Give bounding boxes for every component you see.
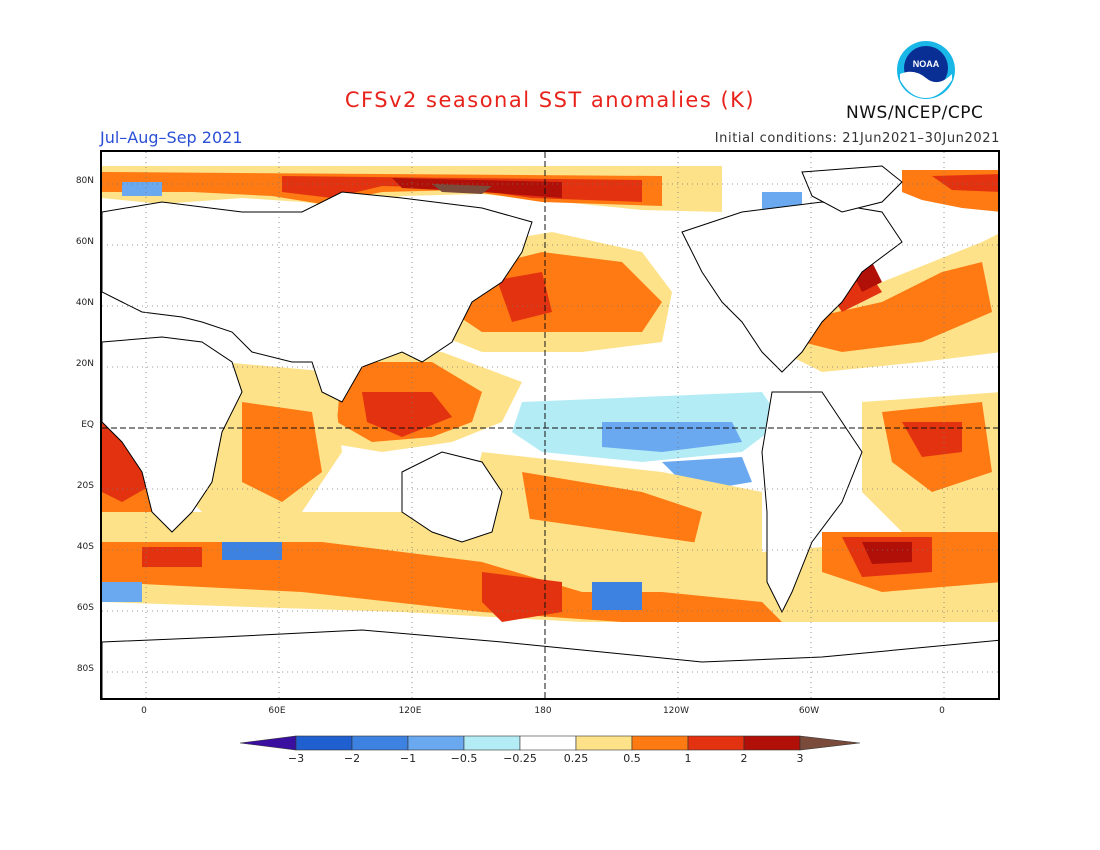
- colorbar: [240, 733, 860, 753]
- noaa-logo-icon: NOAA: [896, 40, 956, 100]
- colorbar-label-neg0-5: −0.5: [444, 752, 484, 765]
- colorbar-swatch-4: [464, 736, 520, 750]
- colorbar-swatch-2: [352, 736, 408, 750]
- lon-label-0-east: 0: [922, 706, 962, 716]
- lat-label-40n: 40N: [60, 298, 94, 308]
- map-canvas: [102, 152, 1000, 700]
- colorbar-label-3: 3: [780, 752, 820, 765]
- colorbar-swatch-6: [576, 736, 632, 750]
- colorbar-swatch-1: [296, 736, 352, 750]
- lat-label-80n: 80N: [60, 176, 94, 186]
- logo-text: NOAA: [913, 59, 940, 69]
- sst-anomaly-map: [100, 150, 1000, 700]
- colorbar-swatch-7: [632, 736, 688, 750]
- colorbar-label-neg3: −3: [276, 752, 316, 765]
- lat-label-eq: EQ: [60, 420, 94, 430]
- lon-label-180: 180: [523, 706, 563, 716]
- season-label: Jul–Aug–Sep 2021: [100, 128, 243, 147]
- colorbar-label-0-25: 0.25: [556, 752, 596, 765]
- colorbar-swatch-above-max: [800, 736, 860, 750]
- initial-conditions-label: Initial conditions: 21Jun2021–30Jun2021: [715, 131, 1000, 146]
- colorbar-label-2: 2: [724, 752, 764, 765]
- colorbar-swatch-5: [520, 736, 576, 750]
- lon-label-60w: 60W: [789, 706, 829, 716]
- colorbar-label-neg1: −1: [388, 752, 428, 765]
- agency-label: NWS/NCEP/CPC: [846, 103, 983, 123]
- colorbar-label-neg0-25: −0.25: [500, 752, 540, 765]
- colorbar-label-1: 1: [668, 752, 708, 765]
- colorbar-swatch-3: [408, 736, 464, 750]
- lat-label-60n: 60N: [60, 237, 94, 247]
- lon-label-120w: 120W: [656, 706, 696, 716]
- lon-label-60e: 60E: [257, 706, 297, 716]
- colorbar-label-0-5: 0.5: [612, 752, 652, 765]
- lat-label-60s: 60S: [60, 603, 94, 613]
- lon-label-120e: 120E: [390, 706, 430, 716]
- colorbar-swatch-9: [744, 736, 800, 750]
- lat-label-40s: 40S: [60, 542, 94, 552]
- colorbar-label-neg2: −2: [332, 752, 372, 765]
- colorbar-swatch-below-min: [240, 736, 296, 750]
- lat-label-20s: 20S: [60, 481, 94, 491]
- lat-label-20n: 20N: [60, 359, 94, 369]
- lon-label-0-west: 0: [124, 706, 164, 716]
- colorbar-swatch-8: [688, 736, 744, 750]
- lat-label-80s: 80S: [60, 664, 94, 674]
